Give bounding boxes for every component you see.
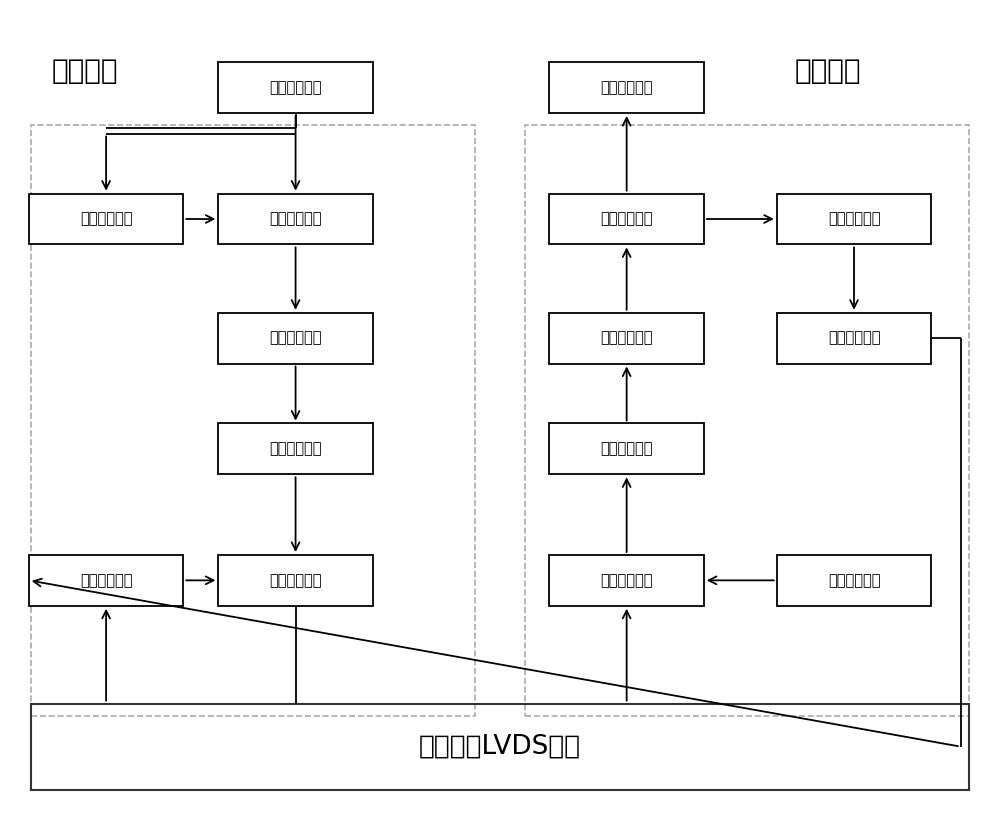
- Text: 数据校验模块: 数据校验模块: [828, 212, 880, 227]
- Text: 数据编码模块: 数据编码模块: [269, 442, 322, 456]
- Bar: [525, 124, 969, 716]
- Text: 数据解扰模块: 数据解扰模块: [600, 330, 653, 345]
- FancyBboxPatch shape: [777, 312, 931, 363]
- Text: 数据重发模块: 数据重发模块: [828, 330, 880, 345]
- FancyBboxPatch shape: [29, 555, 183, 606]
- FancyBboxPatch shape: [549, 312, 704, 363]
- Text: 数据接收模块: 数据接收模块: [600, 573, 653, 588]
- Bar: [31, 704, 969, 789]
- Bar: [31, 124, 475, 716]
- Text: 动态调相模块: 动态调相模块: [828, 573, 880, 588]
- Text: 数据生成模块: 数据生成模块: [269, 80, 322, 95]
- FancyBboxPatch shape: [777, 555, 931, 606]
- FancyBboxPatch shape: [218, 194, 373, 245]
- Text: 数据重发模块: 数据重发模块: [80, 573, 132, 588]
- FancyBboxPatch shape: [218, 312, 373, 363]
- Text: 接收模块: 接收模块: [794, 57, 861, 85]
- FancyBboxPatch shape: [777, 194, 931, 245]
- Text: 数据加扰模块: 数据加扰模块: [269, 330, 322, 345]
- Text: 数据缓冲模块: 数据缓冲模块: [600, 212, 653, 227]
- Text: 数据校验模块: 数据校验模块: [80, 212, 132, 227]
- FancyBboxPatch shape: [549, 555, 704, 606]
- Text: 数据发送模块: 数据发送模块: [269, 573, 322, 588]
- FancyBboxPatch shape: [218, 424, 373, 475]
- FancyBboxPatch shape: [29, 194, 183, 245]
- Text: 单路双向LVDS接口: 单路双向LVDS接口: [419, 733, 581, 759]
- FancyBboxPatch shape: [549, 62, 704, 113]
- FancyBboxPatch shape: [549, 194, 704, 245]
- Text: 数据调用模块: 数据调用模块: [600, 80, 653, 95]
- FancyBboxPatch shape: [218, 555, 373, 606]
- FancyBboxPatch shape: [549, 424, 704, 475]
- Text: 数据缓冲模块: 数据缓冲模块: [269, 212, 322, 227]
- Text: 发送模块: 发送模块: [51, 57, 118, 85]
- Text: 数据解码模块: 数据解码模块: [600, 442, 653, 456]
- FancyBboxPatch shape: [218, 62, 373, 113]
